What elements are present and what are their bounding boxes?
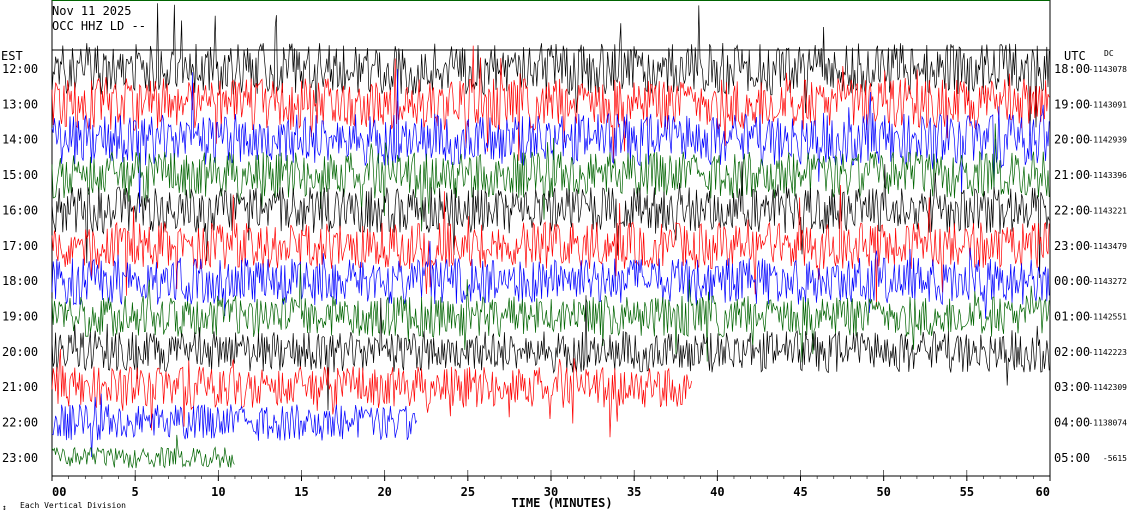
trace-row-1400 [51,69,1050,213]
seismic-traces [51,3,1050,469]
x-tick-label: 40 [710,485,724,499]
dc-value: -1143078 [1088,65,1127,74]
trace-row-1700 [51,184,1050,307]
est-label: 13:00 [2,97,38,111]
dc-value: -1143272 [1088,277,1127,286]
utc-label: 04:00 [1054,416,1090,430]
utc-label: 00:00 [1054,274,1090,288]
minute-gridlines [134,470,968,476]
dc-offset-labels: -1143078 -1143091 -1142939 -1143396 -1143221… [1088,65,1127,463]
header-date: Nov 11 2025 [52,4,131,18]
trace-row-2300 [51,434,235,469]
scale-icon: ↕ [2,503,7,512]
est-label: 22:00 [2,416,38,430]
dc-value: -1138074 [1088,419,1127,428]
left-timezone-label: EST [1,49,23,63]
est-label: 21:00 [2,380,38,394]
right-timezone-label: UTC [1064,49,1086,63]
trace-row-2200 [51,393,418,458]
utc-label: 21:00 [1054,168,1090,182]
est-label: 17:00 [2,239,38,253]
dc-value: -5615 [1103,454,1127,463]
utc-label: 02:00 [1054,345,1090,359]
dc-value: -1142309 [1088,383,1127,392]
x-tick-label: 35 [627,485,641,499]
est-label: 19:00 [2,309,38,323]
header-station: OCC HHZ LD -- [52,19,146,33]
trace-row-1300 [51,45,1050,162]
x-tick-label: 30 [544,485,558,499]
x-axis-ticks: 00 5 10 15 20 25 30 35 40 45 50 55 60 [51,476,1051,499]
utc-label: 18:00 [1054,62,1090,76]
utc-label: 05:00 [1054,451,1090,465]
x-tick-label: 15 [294,485,308,499]
est-label: 23:00 [2,451,38,465]
utc-label: 03:00 [1054,380,1090,394]
est-label: 20:00 [2,345,38,359]
x-tick-label: 20 [377,485,391,499]
trace-row-1800 [51,240,1050,319]
x-tick-label: 55 [960,485,974,499]
dc-value: -1142223 [1088,348,1127,357]
est-label: 15:00 [2,168,38,182]
x-tick-label: 00 [52,485,66,499]
x-tick-label: 45 [793,485,807,499]
trace-row-2000 [51,295,1050,411]
x-tick-label: 60 [1036,485,1050,499]
utc-label: 01:00 [1054,309,1090,323]
x-tick-label: 10 [211,485,225,499]
trace-row-1500 [51,123,1050,232]
est-label: 12:00 [2,62,38,76]
trace-row-1200 [51,3,1050,136]
utc-label: 19:00 [1054,97,1090,111]
est-label: 18:00 [2,274,38,288]
dc-value: -1143479 [1088,242,1127,251]
dc-value: -1142551 [1088,312,1127,321]
dc-value: -1142939 [1088,136,1127,145]
dc-label: DC [1104,49,1114,58]
footer-note: Each Vertical Division [20,501,126,510]
x-tick-label: 50 [876,485,890,499]
dc-value: -1143221 [1088,206,1127,215]
est-label: 14:00 [2,133,38,147]
utc-label: 23:00 [1054,239,1090,253]
est-label: 16:00 [2,203,38,217]
trace-row-1600 [51,161,1050,279]
trace-row-1900 [51,263,1050,363]
x-tick-label: 5 [132,485,139,499]
x-tick-label: 25 [461,485,475,499]
utc-label: 20:00 [1054,133,1090,147]
est-hour-labels: 12:00 13:00 14:00 15:00 16:00 17:00 18:00 19:00… [2,62,38,465]
dc-value: -1143396 [1088,171,1127,180]
dc-value: -1143091 [1088,100,1127,109]
trace-row-2100 [51,348,692,438]
utc-hour-labels: 18:00 19:00 20:00 21:00 22:00 23:00 00:00 01:00… [1054,62,1090,465]
x-axis-label: TIME (MINUTES) [511,496,612,510]
utc-label: 22:00 [1054,203,1090,217]
